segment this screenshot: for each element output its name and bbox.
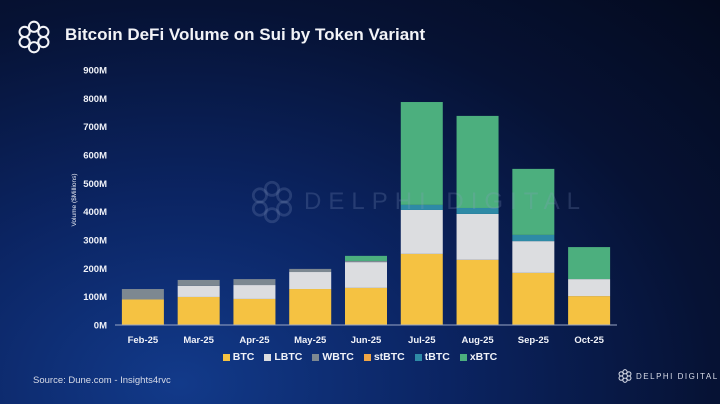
y-tick-label: 900M bbox=[83, 66, 107, 77]
x-tick-label: Feb-25 bbox=[128, 335, 159, 346]
brand-text: DELPHI DIGITAL bbox=[636, 371, 719, 381]
y-tick-label: 400M bbox=[83, 207, 107, 218]
legend-swatch bbox=[459, 353, 467, 361]
delphi-logo-icon bbox=[251, 180, 293, 224]
bar-btc-jun-25 bbox=[345, 287, 387, 325]
legend-item-btc: BTC bbox=[222, 351, 255, 363]
x-tick-label: Mar-25 bbox=[183, 335, 214, 346]
delphi-logo-icon bbox=[618, 369, 632, 383]
delphi-logo-icon bbox=[17, 20, 51, 59]
bar-wbtc-feb-25 bbox=[121, 289, 164, 300]
bar-lbtc-oct-25 bbox=[568, 279, 611, 297]
y-tick-label: 0M bbox=[94, 321, 107, 332]
bar-btc-mar-25 bbox=[177, 296, 220, 325]
y-tick-label: 200M bbox=[83, 264, 107, 275]
bar-lbtc-apr-25 bbox=[233, 285, 276, 299]
legend-label: BTC bbox=[232, 351, 255, 363]
legend-item-wbtc: WBTC bbox=[312, 351, 354, 363]
bar-lbtc-sep-25 bbox=[512, 241, 555, 273]
y-tick-label: 800M bbox=[83, 94, 107, 105]
bar-wbtc-mar-25 bbox=[177, 279, 220, 286]
legend-swatch bbox=[222, 353, 230, 361]
bar-btc-may-25 bbox=[289, 289, 332, 325]
x-tick-label: Jul-25 bbox=[408, 335, 436, 346]
bar-wbtc-jun-25 bbox=[345, 260, 387, 263]
legend-label: stBTC bbox=[373, 351, 405, 363]
bar-xbtc-sep-25 bbox=[512, 168, 555, 235]
bar-lbtc-jul-25 bbox=[400, 209, 443, 254]
bar-lbtc-jun-25 bbox=[345, 262, 387, 288]
legend-label: LBTC bbox=[274, 351, 303, 363]
chart-legend: BTC LBTC WBTC stBTC tBTC xBTC bbox=[0, 351, 720, 363]
legend-swatch bbox=[363, 353, 371, 361]
bar-tbtc-jul-25 bbox=[400, 204, 443, 210]
x-tick-label: May-25 bbox=[294, 335, 327, 346]
legend-label: WBTC bbox=[322, 351, 354, 363]
legend-swatch bbox=[312, 353, 320, 361]
legend-item-stbtc: stBTC bbox=[363, 351, 405, 363]
bar-xbtc-aug-25 bbox=[456, 115, 499, 208]
bar-tbtc-aug-25 bbox=[456, 207, 499, 214]
bar-btc-feb-25 bbox=[121, 299, 164, 325]
y-tick-label: 100M bbox=[83, 292, 107, 303]
y-axis-label: Volume ($Millions) bbox=[71, 173, 78, 226]
bar-tbtc-sep-25 bbox=[512, 234, 555, 242]
legend-swatch bbox=[264, 353, 272, 361]
bar-lbtc-mar-25 bbox=[177, 285, 220, 297]
bar-btc-sep-25 bbox=[512, 272, 555, 325]
legend-item-xbtc: xBTC bbox=[459, 351, 498, 363]
legend-swatch bbox=[414, 353, 422, 361]
bar-wbtc-apr-25 bbox=[233, 279, 276, 286]
x-tick-label: Aug-25 bbox=[461, 335, 494, 346]
x-tick-label: Jun-25 bbox=[351, 335, 382, 346]
legend-item-tbtc: tBTC bbox=[414, 351, 450, 363]
bar-xbtc-jun-25 bbox=[345, 255, 387, 261]
x-tick-label: Oct-25 bbox=[574, 335, 604, 346]
bar-btc-oct-25 bbox=[568, 296, 611, 325]
y-tick-label: 500M bbox=[83, 179, 107, 190]
source-text: Source: Dune.com - Insights4rvc bbox=[33, 375, 171, 386]
watermark-text: DELPHI DIGITAL bbox=[304, 188, 587, 215]
bar-lbtc-may-25 bbox=[289, 272, 332, 290]
legend-label: xBTC bbox=[469, 351, 498, 363]
y-tick-label: 700M bbox=[83, 122, 107, 133]
bar-btc-apr-25 bbox=[233, 298, 276, 325]
bar-btc-jul-25 bbox=[400, 253, 443, 325]
legend-label: tBTC bbox=[424, 351, 450, 363]
brand-logo: DELPHI DIGITAL bbox=[618, 369, 719, 383]
bar-xbtc-oct-25 bbox=[568, 247, 611, 280]
bar-xbtc-jul-25 bbox=[400, 102, 443, 205]
bar-wbtc-may-25 bbox=[289, 268, 332, 273]
y-tick-label: 300M bbox=[83, 236, 107, 247]
x-tick-label: Sep-25 bbox=[518, 335, 550, 346]
chart-title: Bitcoin DeFi Volume on Sui by Token Vari… bbox=[65, 25, 426, 44]
x-tick-label: Apr-25 bbox=[239, 335, 270, 346]
bar-btc-aug-25 bbox=[456, 259, 499, 325]
legend-item-lbtc: LBTC bbox=[264, 351, 302, 363]
watermark: DELPHI DIGITAL bbox=[250, 180, 587, 224]
bar-lbtc-aug-25 bbox=[456, 213, 499, 260]
y-tick-label: 600M bbox=[83, 151, 107, 162]
